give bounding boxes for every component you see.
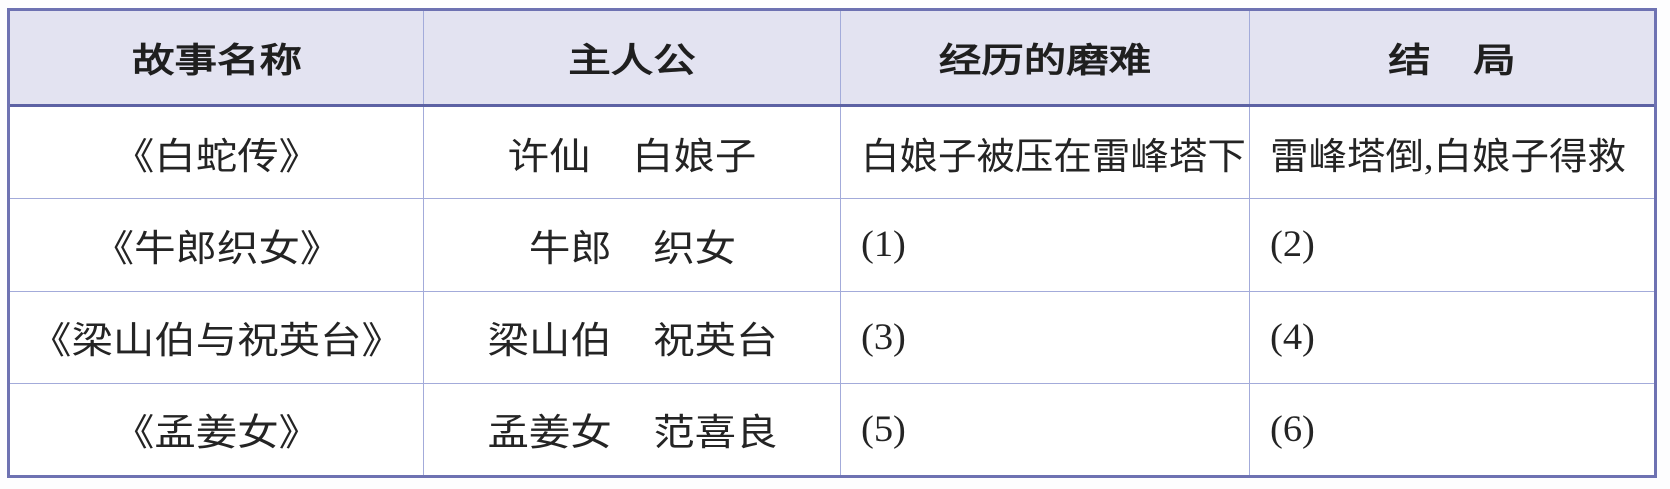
blank-number: (2)	[1270, 224, 1316, 266]
header-cell-story-name: 故事名称	[10, 11, 425, 104]
table-row: 《孟姜女》 孟姜女 范喜良 (5) (6)	[10, 382, 1654, 475]
cell-text: 雷峰塔倒,白娘子得救	[1270, 136, 1627, 178]
table-cell-story-name: 《梁山伯与祝英台》	[10, 291, 425, 383]
header-cell-ending: 结 局	[1250, 11, 1654, 104]
blank-number: (4)	[1270, 316, 1316, 358]
table-cell-ending: 雷峰塔倒,白娘子得救	[1250, 107, 1654, 198]
blank-number: (6)	[1270, 408, 1316, 450]
cell-text: 《牛郎织女》	[92, 228, 341, 270]
header-cell-hardships: 经历的磨难	[841, 11, 1251, 104]
cell-text: 梁山伯 祝英台	[487, 321, 778, 363]
table-cell-hardships-blank: (1)	[841, 199, 1251, 291]
blank-number: (3)	[861, 316, 906, 358]
table-row: 《梁山伯与祝英台》 梁山伯 祝英台 (3) (4)	[10, 290, 1654, 383]
header-label-ending: 结 局	[1388, 41, 1516, 81]
table-cell-story-name: 《白蛇传》	[10, 107, 425, 199]
table-cell-protagonist: 梁山伯 祝英台	[424, 291, 842, 383]
table-cell-hardships-blank: (5)	[841, 383, 1251, 475]
cell-text: 孟姜女 范喜良	[487, 413, 778, 455]
cell-text: 白娘子被压在雷峰塔下	[861, 136, 1246, 178]
table-row: 《牛郎织女》 牛郎 织女 (1) (2)	[10, 198, 1654, 291]
cell-text: 牛郎 织女	[528, 228, 736, 270]
table-cell-ending-blank: (6)	[1250, 384, 1654, 475]
header-label-hardships: 经历的磨难	[938, 41, 1152, 81]
cell-text: 《孟姜女》	[113, 413, 321, 455]
table-cell-hardships-blank: (3)	[841, 291, 1251, 383]
table-header-row: 故事名称 主人公 经历的磨难 结 局	[10, 11, 1654, 107]
blank-number: (1)	[861, 224, 906, 266]
table-cell-story-name: 《孟姜女》	[10, 383, 425, 475]
header-label-protagonist: 主人公	[568, 41, 696, 81]
header-cell-protagonist: 主人公	[424, 11, 842, 104]
cell-text: 许仙 白娘子	[507, 136, 757, 178]
table-cell-ending-blank: (4)	[1250, 292, 1654, 383]
blank-number: (5)	[861, 408, 906, 450]
header-label-story-name: 故事名称	[131, 41, 302, 81]
folk-tales-table: 故事名称 主人公 经历的磨难 结 局 《白蛇传》 许仙 白娘子 白娘子被压在雷峰…	[7, 8, 1657, 478]
table-cell-hardships: 白娘子被压在雷峰塔下	[841, 107, 1251, 199]
table-cell-protagonist: 孟姜女 范喜良	[424, 383, 842, 475]
table-cell-protagonist: 牛郎 织女	[424, 199, 842, 291]
cell-text: 《梁山伯与祝英台》	[30, 321, 404, 363]
table-cell-story-name: 《牛郎织女》	[10, 199, 425, 291]
table-row: 《白蛇传》 许仙 白娘子 白娘子被压在雷峰塔下 雷峰塔倒,白娘子得救	[10, 107, 1654, 199]
cell-text: 《白蛇传》	[113, 136, 321, 178]
table-cell-ending-blank: (2)	[1250, 199, 1654, 290]
table-cell-protagonist: 许仙 白娘子	[424, 107, 842, 199]
